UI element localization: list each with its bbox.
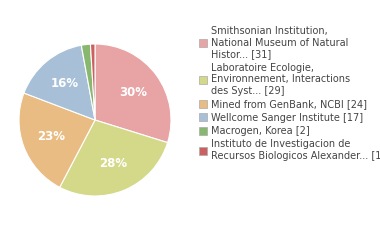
Text: 16%: 16% bbox=[51, 77, 79, 90]
Legend: Smithsonian Institution,
National Museum of Natural
Histor... [31], Laboratoire : Smithsonian Institution, National Museum… bbox=[199, 26, 380, 161]
Text: 30%: 30% bbox=[119, 86, 147, 99]
Wedge shape bbox=[24, 45, 95, 120]
Wedge shape bbox=[19, 93, 95, 187]
Wedge shape bbox=[95, 44, 171, 143]
Wedge shape bbox=[81, 44, 95, 120]
Text: 28%: 28% bbox=[99, 157, 127, 170]
Wedge shape bbox=[90, 44, 95, 120]
Text: 23%: 23% bbox=[37, 130, 65, 143]
Wedge shape bbox=[60, 120, 168, 196]
